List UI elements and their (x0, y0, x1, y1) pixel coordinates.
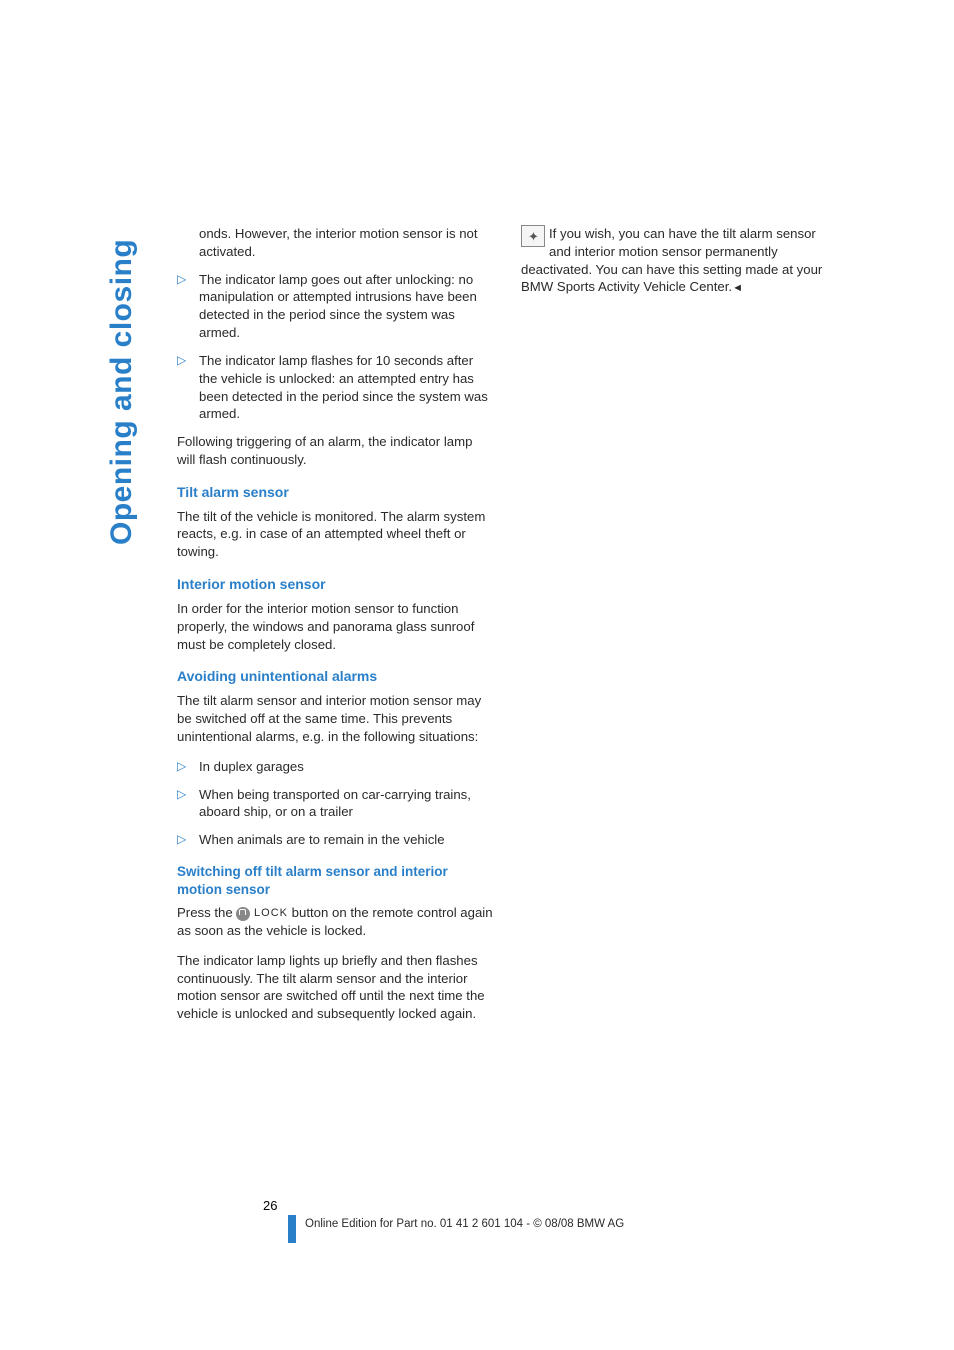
list-item: ▷ When animals are to remain in the vehi… (177, 831, 493, 849)
list-item-text: The indicator lamp flashes for 10 second… (199, 352, 493, 423)
lock-icon (236, 907, 250, 921)
paragraph: The indicator lamp lights up briefly and… (177, 952, 493, 1023)
column-right: If you wish, you can have the tilt alarm… (521, 225, 837, 1035)
list-item-text: In duplex garages (199, 758, 493, 776)
page-marker-bar (288, 1215, 296, 1243)
paragraph: Following triggering of an alarm, the in… (177, 433, 493, 469)
text-fragment: Press the (177, 905, 236, 920)
section-tab: Opening and closing (105, 225, 145, 545)
page-content: onds. However, the interior motion senso… (177, 225, 837, 1035)
heading-interior-motion: Interior motion sensor (177, 575, 493, 594)
heading-switching-off: Switching off tilt alarm sensor and inte… (177, 863, 493, 898)
list-item-text: When being transported on car-carrying t… (199, 786, 493, 822)
column-left: onds. However, the interior motion senso… (177, 225, 493, 1035)
list-item: ▷ The indicator lamp flashes for 10 seco… (177, 352, 493, 423)
page-number: 26 (263, 1198, 277, 1213)
triangle-bullet-icon: ▷ (177, 831, 199, 849)
triangle-bullet-icon: ▷ (177, 758, 199, 776)
list-item: ▷ When being transported on car-carrying… (177, 786, 493, 822)
paragraph: The tilt alarm sensor and interior motio… (177, 692, 493, 745)
triangle-bullet-icon: ▷ (177, 352, 199, 423)
note-end-marker: ◄ (732, 282, 743, 294)
triangle-bullet-icon: ▷ (177, 786, 199, 822)
paragraph: The tilt of the vehicle is monitored. Th… (177, 508, 493, 561)
heading-avoiding-alarms: Avoiding unintentional alarms (177, 667, 493, 686)
note-icon (521, 225, 545, 247)
list-item-text: When animals are to remain in the vehicl… (199, 831, 493, 849)
lock-label: LOCK (254, 907, 288, 919)
footer-text: Online Edition for Part no. 01 41 2 601 … (305, 1218, 624, 1230)
list-item-text: The indicator lamp goes out after unlock… (199, 271, 493, 342)
triangle-bullet-icon: ▷ (177, 271, 199, 342)
list-item: ▷ The indicator lamp goes out after unlo… (177, 271, 493, 342)
list-item: ▷ In duplex garages (177, 758, 493, 776)
paragraph: In order for the interior motion sensor … (177, 600, 493, 653)
note-text: If you wish, you can have the tilt alarm… (521, 226, 822, 294)
continued-text: onds. However, the interior motion senso… (177, 225, 493, 261)
note-paragraph: If you wish, you can have the tilt alarm… (521, 225, 837, 296)
paragraph: Press the LOCK button on the remote cont… (177, 904, 493, 940)
heading-tilt-alarm: Tilt alarm sensor (177, 483, 493, 502)
